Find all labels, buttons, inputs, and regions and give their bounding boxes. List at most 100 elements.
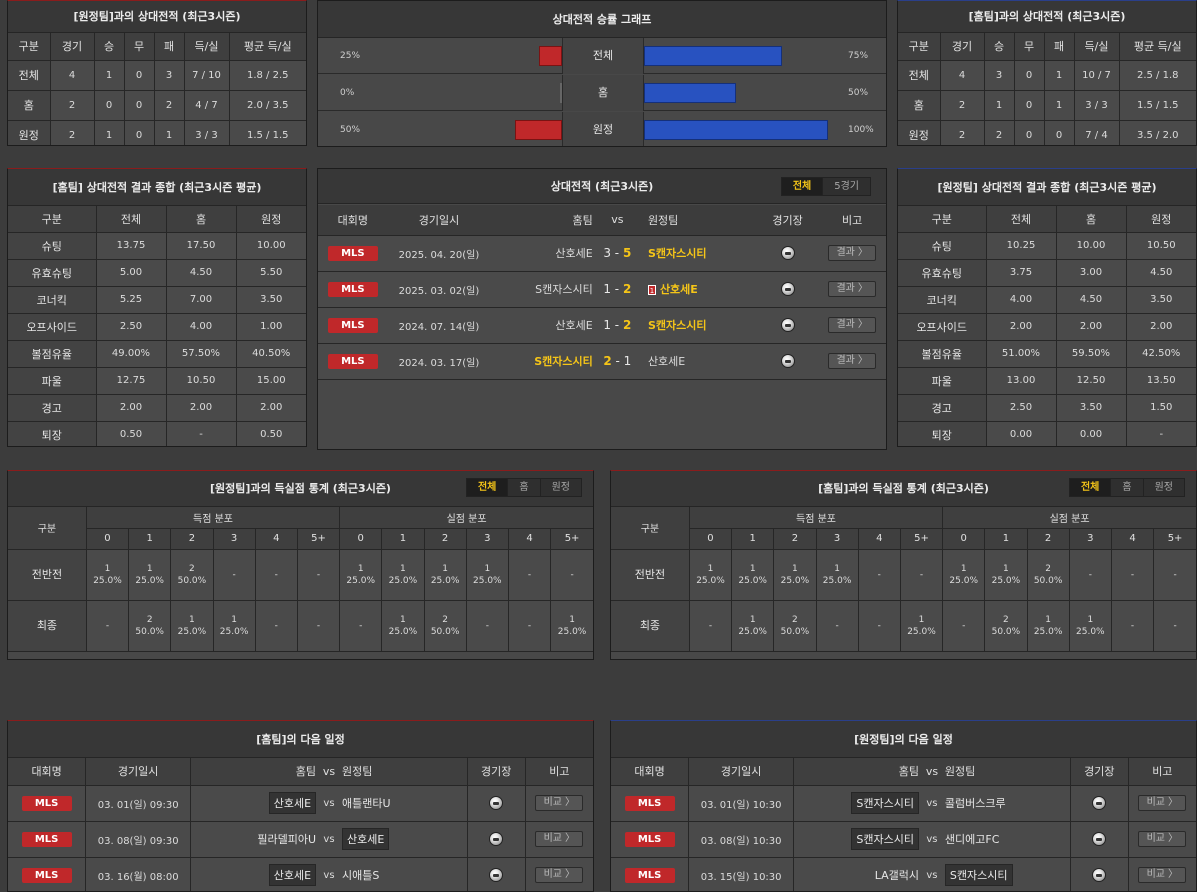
goal-count-header: 5+ <box>297 528 341 550</box>
result-button[interactable]: 결과 〉 <box>828 281 877 297</box>
col-header: 구분 <box>898 33 941 61</box>
compare-button[interactable]: 비교 〉 <box>1138 867 1187 883</box>
league-cell: MLS <box>611 785 690 822</box>
result-button[interactable]: 결과 〉 <box>828 317 877 333</box>
winrate-row-label: 홈 <box>562 75 644 111</box>
stadium-icon[interactable] <box>780 354 795 368</box>
row-label: 유효슈팅 <box>8 259 97 287</box>
col-header: 평균 득/실 <box>229 33 306 61</box>
row-label: 전체 <box>8 60 51 91</box>
count: 2 <box>1045 563 1051 574</box>
count: 2 <box>189 563 195 574</box>
cell: 0 <box>124 60 155 91</box>
goals-home-table: 구분 득점 분포 실점 분포 0 1 2 3 4 5+ 0 1 2 3 4 5+ 전반전 1 25.0% 1 25.0… <box>8 507 593 652</box>
tab-all[interactable]: 전체 <box>1069 479 1112 496</box>
percent: 25.0% <box>388 575 418 586</box>
compare-button[interactable]: 비교 〉 <box>1138 831 1187 847</box>
tab-home[interactable]: 홈 <box>1111 479 1144 496</box>
stadium-cell <box>467 857 526 891</box>
row-label: 파울 <box>8 367 97 395</box>
count: 1 <box>1003 563 1009 574</box>
tab-away[interactable]: 원정 <box>1154 482 1173 493</box>
percent: 50.0% <box>135 626 164 637</box>
result-button[interactable]: 결과 〉 <box>828 245 877 261</box>
tab-5games[interactable]: 5경기 <box>834 181 859 192</box>
stadium-icon[interactable] <box>1092 868 1107 882</box>
goals-away-panel: [홈팀]과의 득실점 통계 (최근3시즌) 전체 홈 원정 구분 득점 분포 실점 … <box>610 470 1197 660</box>
cell: 0.50 <box>236 421 306 446</box>
next-home-panel: [홈팀]의 다음 일정 대회명 경기일시 홈팀 vs 원정팀 경기장 비고 MLS 03. 01… <box>7 720 594 892</box>
count: 1 <box>357 563 364 574</box>
away-team-cell: 콜럼버스크루 <box>940 785 1071 822</box>
compare-button[interactable]: 비교 〉 <box>1138 795 1187 811</box>
league-badge: MLS <box>21 867 72 883</box>
tab-all[interactable]: 전체 <box>781 178 824 195</box>
percent: 25.0% <box>991 575 1021 586</box>
result-button[interactable]: 결과 〉 <box>828 353 877 369</box>
tab-away[interactable]: 원정 <box>551 482 570 493</box>
col-header-away: 원정팀 <box>641 205 757 236</box>
h2h-list-panel: 상대전적 (최근3시즌) 전체 5경기 대회명 경기일시 홈팀 vs 원정팀 경기장 비고 M… <box>317 168 887 450</box>
goal-count-header: 2 <box>1027 528 1070 550</box>
goals-away-tabs: 전체 홈 원정 <box>1068 478 1185 497</box>
stadium-icon[interactable] <box>489 796 504 810</box>
count: - <box>485 620 489 631</box>
compare-button[interactable]: 비교 〉 <box>535 795 584 811</box>
stadium-icon[interactable] <box>489 832 504 846</box>
conceded-cell: 1 25.0% <box>1027 600 1070 652</box>
conceded-cell: - <box>1153 549 1196 601</box>
stadium-icon[interactable] <box>489 868 504 882</box>
stadium-icon[interactable] <box>780 318 795 332</box>
row-label: 파울 <box>898 367 987 395</box>
tab-home[interactable]: 홈 <box>508 479 541 496</box>
percent: 25.0% <box>473 575 502 586</box>
stadium-icon[interactable] <box>780 246 795 260</box>
stadium-icon[interactable] <box>780 282 795 296</box>
next-away-title: [원정팀]의 다음 일정 <box>611 721 1196 758</box>
away-win-bar <box>644 120 828 140</box>
stadium-icon[interactable] <box>1092 796 1107 810</box>
scored-cell: 1 25.0% <box>816 549 859 601</box>
count: 2 <box>1003 614 1009 625</box>
tab-all[interactable]: 전체 <box>466 479 509 496</box>
cell: - <box>166 421 237 446</box>
percent: 50.0% <box>780 626 810 637</box>
row-label: 최종 <box>611 600 690 652</box>
result-button-label: 결과 <box>836 355 855 366</box>
match-row: MLS 2025. 04. 20(일) 산호세E 3 - 5 S캔자스시티 결과 〉 <box>318 235 886 272</box>
cell: 2.5 / 1.8 <box>1119 60 1196 91</box>
row-label: 오프사이드 <box>8 313 97 341</box>
count: 2 <box>442 614 448 625</box>
cell: 5.50 <box>236 259 306 287</box>
chevron-right-icon: 〉 <box>565 833 576 844</box>
red-card-icon: 1 <box>647 285 656 295</box>
away-team-cell: 시애틀S <box>337 857 468 891</box>
match-date: 03. 15(일) 10:30 <box>688 857 795 891</box>
col-header-away: 원정팀 <box>337 758 468 786</box>
scored-cell: 1 25.0% <box>689 549 733 601</box>
compare-button[interactable]: 비교 〉 <box>535 867 584 883</box>
cell: 2.00 <box>1126 313 1196 341</box>
home-score: 3 <box>603 246 611 260</box>
table-row: 전반전 1 25.0% 1 25.0% 1 25.0% 1 25.0% - -1 25.0% 1 25.0… <box>611 549 1196 601</box>
col-header-stadium: 경기장 <box>1070 758 1129 786</box>
cell: 1.8 / 2.5 <box>229 60 306 91</box>
compare-button[interactable]: 비교 〉 <box>535 831 584 847</box>
goals-away-table: 구분 득점 분포 실점 분포 0 1 2 3 4 5+ 0 1 2 3 4 5+ 전반전 1 25.0% 1 25.0… <box>611 507 1196 652</box>
chevron-right-icon: 〉 <box>1168 869 1179 880</box>
cell: 4.00 <box>166 313 237 341</box>
conceded-cell: 2 50.0% <box>984 600 1028 652</box>
cell: 0 <box>94 90 125 121</box>
stadium-icon[interactable] <box>1092 832 1107 846</box>
cell: 1 <box>984 90 1015 121</box>
col-header: 득/실 <box>1074 33 1120 61</box>
goals-home-title: [원정팀]과의 득실점 통계 (최근3시즌) 전체 홈 원정 <box>8 471 593 507</box>
agg-home-panel: [홈팀] 상대전적 결과 종합 (최근3시즌 평균) 구분 전체 홈 원정 슈팅 13.7… <box>7 168 307 447</box>
conceded-cell: 2 50.0% <box>424 600 467 652</box>
away-win-bar <box>644 46 782 66</box>
away-team: 콜럼버스크루 <box>944 797 1006 810</box>
col-header: 무 <box>1014 33 1045 61</box>
compare-button-label: 비교 <box>1146 869 1166 880</box>
conceded-cell: - <box>942 600 986 652</box>
